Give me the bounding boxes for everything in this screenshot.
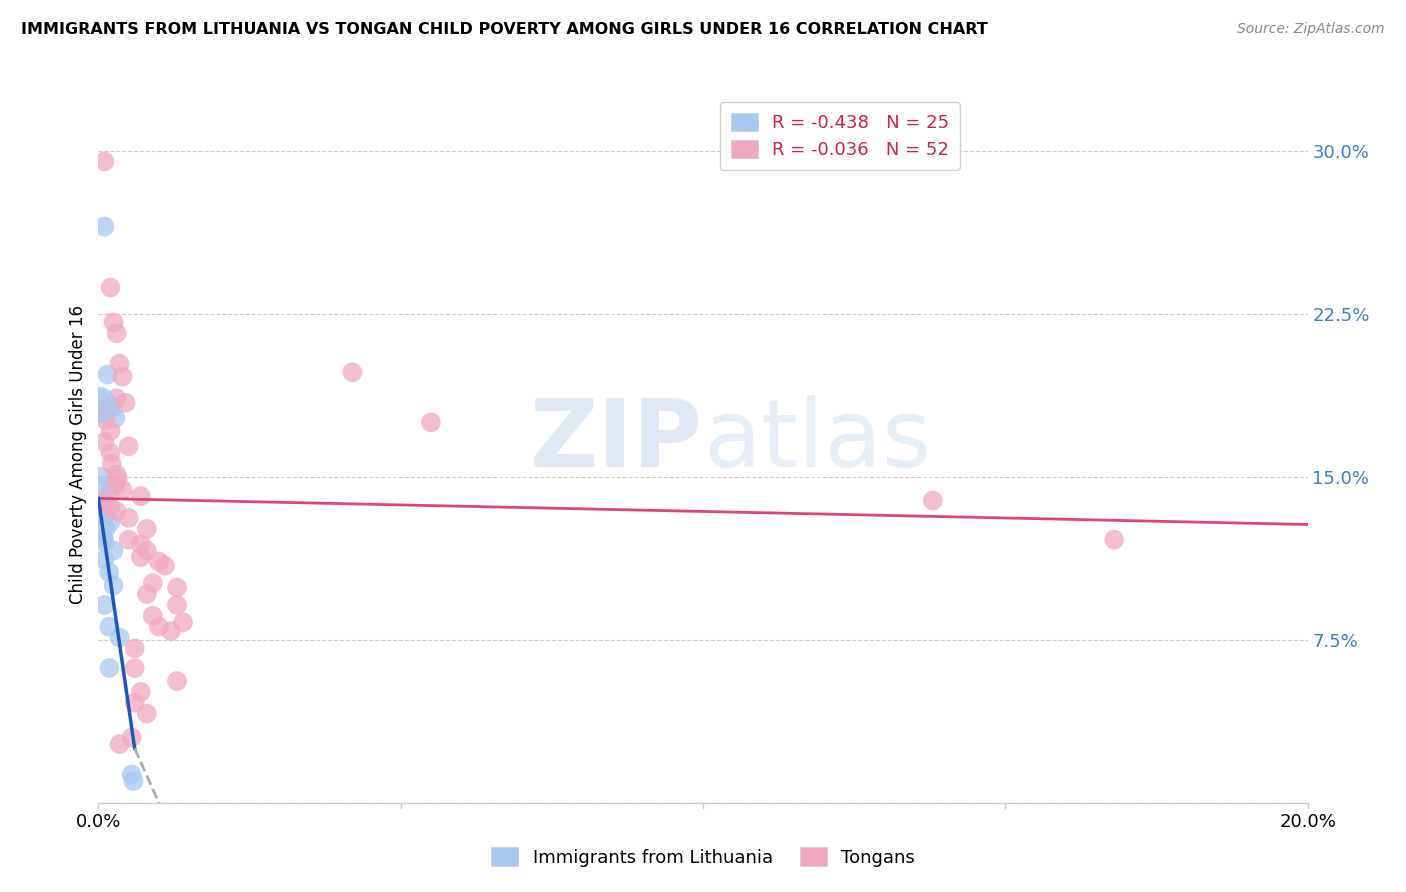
Point [93,508,115,523]
Point [100,424,122,438]
Text: atlas: atlas [703,395,931,487]
Point [129,550,152,565]
Point [103,400,125,414]
Point [160,624,183,638]
Point [87,398,110,412]
Point [142,576,165,591]
Point [87,392,110,406]
Point [98,661,121,675]
Point [166,581,188,595]
Point [108,737,131,751]
Legend: Immigrants from Lithuania, Tongans: Immigrants from Lithuania, Tongans [484,840,922,874]
Point [114,396,136,410]
Point [98,484,121,499]
Point [93,407,115,421]
Point [91,502,114,516]
Point [1102,533,1125,547]
Point [122,774,145,789]
Point [91,478,114,492]
Point [148,620,170,634]
Point [172,615,194,630]
Point [135,587,157,601]
Point [118,533,141,547]
Point [105,504,128,518]
Point [100,500,122,514]
Point [100,280,122,294]
Text: ZIP: ZIP [530,395,703,487]
Point [93,493,115,508]
Point [118,439,141,453]
Point [98,620,121,634]
Point [103,578,125,592]
Point [342,365,364,379]
Point [91,531,114,545]
Point [94,522,117,536]
Point [104,478,127,492]
Point [100,457,122,471]
Point [121,767,143,781]
Point [90,469,112,483]
Point [129,537,152,551]
Point [108,631,131,645]
Point [93,598,115,612]
Point [111,369,134,384]
Point [93,154,115,169]
Point [135,706,157,721]
Y-axis label: Child Poverty Among Girls Under 16: Child Poverty Among Girls Under 16 [69,305,87,605]
Point [93,493,115,508]
Point [166,598,188,612]
Point [118,511,141,525]
Point [142,608,165,623]
Point [96,368,118,382]
Point [103,543,125,558]
Point [124,641,146,656]
Point [94,413,117,427]
Point [93,535,115,549]
Point [420,415,443,429]
Text: Source: ZipAtlas.com: Source: ZipAtlas.com [1237,22,1385,37]
Point [921,493,943,508]
Point [100,446,122,460]
Point [105,326,128,341]
Point [124,696,146,710]
Point [121,731,143,745]
Point [166,674,188,689]
Point [153,558,176,573]
Point [124,661,146,675]
Point [148,554,170,568]
Point [135,543,157,558]
Text: IMMIGRANTS FROM LITHUANIA VS TONGAN CHILD POVERTY AMONG GIRLS UNDER 16 CORRELATI: IMMIGRANTS FROM LITHUANIA VS TONGAN CHIL… [21,22,988,37]
Point [135,522,157,536]
Point [93,552,115,566]
Point [93,434,115,449]
Point [100,516,122,530]
Point [111,483,134,497]
Point [105,467,128,482]
Point [93,219,115,234]
Point [105,392,128,406]
Point [104,411,127,425]
Point [129,489,152,503]
Point [129,685,152,699]
Point [87,402,110,417]
Point [108,357,131,371]
Point [107,472,129,486]
Point [103,315,125,329]
Point [98,566,121,580]
